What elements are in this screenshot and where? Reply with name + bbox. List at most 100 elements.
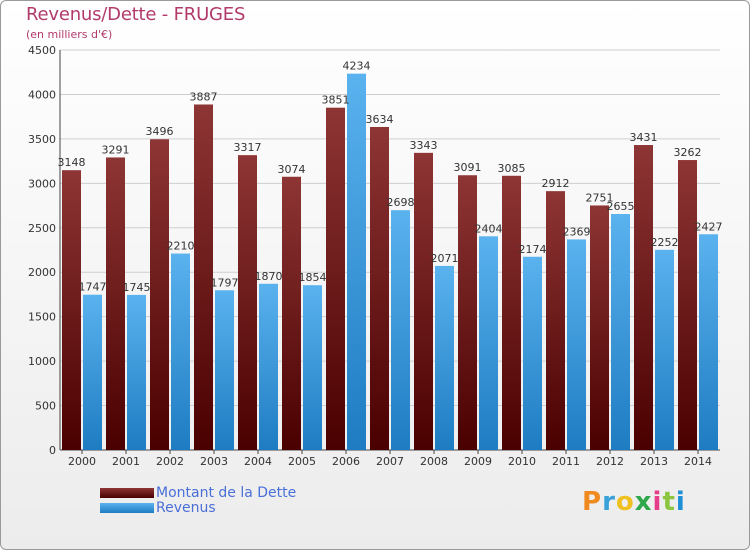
data-label-debt-2013: 3431 (630, 131, 658, 144)
bar-revenus-2006 (347, 73, 366, 451)
y-tick-label: 4500 (28, 44, 56, 57)
y-tick-label: 0 (49, 444, 56, 457)
data-label-revenus-2005: 1854 (299, 271, 327, 284)
chart-subtitle: (en milliers d'€) (26, 28, 113, 41)
data-label-revenus-2006: 4234 (343, 60, 371, 73)
bar-debt-2014 (678, 160, 697, 451)
data-label-debt-2001: 3291 (102, 143, 130, 156)
tick-labels: 0 500 1000 1500 2000 2500 3000 3500 4000 4500 2000… (28, 44, 712, 468)
data-label-revenus-2002: 2210 (167, 240, 195, 253)
x-tick-label: 2006 (332, 455, 360, 468)
y-tick-label: 1000 (28, 355, 56, 368)
logo-letter: i (675, 487, 686, 517)
data-label-revenus-2014: 2427 (695, 220, 723, 233)
bar-debt-2006 (326, 107, 345, 450)
bar-revenus-2007 (391, 210, 410, 450)
chart-title: Revenus/Dette - FRUGES (26, 4, 246, 25)
x-tick-label: 2012 (596, 455, 624, 468)
legend-swatch-debt (100, 488, 154, 498)
bar-revenus-2010 (523, 256, 542, 450)
data-label-revenus-2001: 1745 (123, 281, 151, 294)
data-labels: 3148 1747 3291 1745 3496 2210 3887 1797 3317 1870… (58, 60, 723, 294)
x-tick-label: 2014 (684, 455, 712, 468)
x-tick-label: 2001 (112, 455, 140, 468)
data-label-revenus-2012: 2655 (607, 200, 635, 213)
x-tick-label: 2003 (200, 455, 228, 468)
bar-debt-2009 (458, 175, 477, 450)
logo-letter: o (615, 487, 635, 517)
bar-revenus-2013 (655, 249, 674, 450)
x-tick-label: 2008 (420, 455, 448, 468)
x-tick-label: 2007 (376, 455, 404, 468)
x-tick-label: 2009 (464, 455, 492, 468)
legend-label-debt: Montant de la Dette (156, 485, 297, 501)
data-label-revenus-2007: 2698 (387, 196, 415, 209)
bar-revenus-2009 (479, 236, 498, 450)
data-label-debt-2008: 3343 (410, 139, 438, 152)
logo-letter: x (634, 487, 653, 517)
bar-revenus-2001 (127, 294, 146, 450)
bars (62, 73, 718, 451)
grid-lines (60, 49, 720, 451)
proxiti-logo: Proxiti (582, 487, 686, 517)
bar-revenus-2014 (699, 234, 718, 450)
bar-debt-2011 (546, 191, 565, 450)
y-tick-label: 500 (35, 400, 56, 413)
y-tick-label: 3000 (28, 177, 56, 190)
x-tick-label: 2010 (508, 455, 536, 468)
data-label-debt-2010: 3085 (498, 162, 526, 175)
bar-revenus-2012 (611, 214, 630, 450)
y-tick-label: 3500 (28, 133, 56, 146)
bar-debt-2013 (634, 145, 653, 450)
y-tick-label: 2000 (28, 266, 56, 279)
data-label-debt-2000: 3148 (58, 156, 86, 169)
data-label-debt-2011: 2912 (542, 177, 570, 190)
logo-letter: r (602, 487, 616, 517)
bar-debt-2012 (590, 205, 609, 450)
data-label-revenus-2008: 2071 (431, 252, 459, 265)
x-tick-label: 2004 (244, 455, 272, 468)
bar-debt-2007 (370, 126, 389, 450)
axes (59, 50, 720, 454)
y-tick-label: 1500 (28, 311, 56, 324)
logo-letter: P (582, 487, 603, 517)
data-label-revenus-2004: 1870 (255, 270, 283, 283)
bar-revenus-2004 (259, 283, 278, 450)
bar-debt-2001 (106, 157, 125, 450)
logo-letter: i (652, 487, 663, 517)
x-tick-label: 2013 (640, 455, 668, 468)
data-label-debt-2006: 3851 (322, 94, 350, 107)
bar-debt-2002 (150, 139, 169, 450)
bar-revenus-2005 (303, 285, 322, 450)
bar-debt-2003 (194, 104, 213, 450)
data-label-debt-2007: 3634 (366, 113, 394, 126)
data-label-revenus-2003: 1797 (211, 276, 239, 289)
logo-letter: t (662, 487, 676, 517)
data-label-debt-2012: 2751 (586, 191, 614, 204)
bar-revenus-2008 (435, 265, 454, 450)
data-label-revenus-2009: 2404 (475, 222, 503, 235)
legend-swatch-revenus (100, 503, 154, 513)
bar-debt-2005 (282, 176, 301, 450)
bar-revenus-2000 (83, 294, 102, 450)
data-label-debt-2004: 3317 (234, 141, 262, 154)
data-label-revenus-2000: 1747 (79, 281, 107, 294)
bar-debt-2008 (414, 152, 433, 450)
x-tick-label: 2011 (552, 455, 580, 468)
data-label-debt-2003: 3887 (190, 90, 218, 103)
bar-revenus-2002 (171, 253, 190, 450)
data-label-debt-2009: 3091 (454, 161, 482, 174)
data-label-debt-2005: 3074 (278, 163, 306, 176)
y-tick-label: 2500 (28, 222, 56, 235)
x-tick-label: 2000 (68, 455, 96, 468)
y-tick-label: 4000 (28, 88, 56, 101)
data-label-revenus-2013: 2252 (651, 236, 679, 249)
x-tick-label: 2002 (156, 455, 184, 468)
legend-label-revenus: Revenus (156, 500, 216, 516)
x-tick-label: 2005 (288, 455, 316, 468)
bar-debt-2004 (238, 155, 257, 450)
data-label-revenus-2011: 2369 (563, 225, 591, 238)
data-label-debt-2002: 3496 (146, 125, 174, 138)
bar-debt-2010 (502, 175, 521, 450)
